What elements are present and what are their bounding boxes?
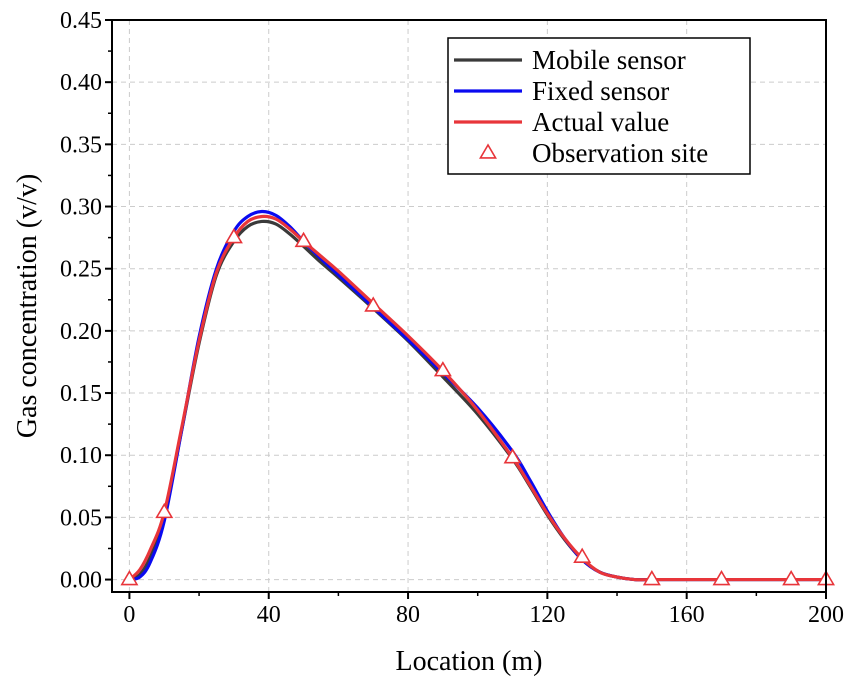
plot-frame [111,19,827,593]
observation-site-marker [503,448,522,464]
y-axis-title: Gas concentration (v/v) [12,174,43,438]
y-tick-label: 0.15 [60,381,102,407]
x-axis-title: Location (m) [396,646,543,677]
y-tick-label: 0.30 [60,195,102,221]
y-tick-label: 0.20 [60,319,102,345]
observation-site-marker [224,228,243,244]
axis-ticks: 0 40 80 120 160 200 0.00 0.05 0.10 0.15 0.20 0.25 0.… [60,8,844,628]
mobile-sensor-line [128,219,826,582]
y-tick-label: 0.10 [60,443,102,469]
x-tick-label: 0 [123,602,135,628]
fixed-sensor-line [129,209,826,582]
y-tick-label: 0.00 [60,568,102,594]
legend-label-observation-site: Observation site [532,138,708,168]
y-tick-label: 0.45 [60,8,102,34]
x-tick-label: 160 [669,602,705,628]
x-tick-label: 200 [808,602,844,628]
observation-site-marker [294,231,313,248]
observation-site-marker [642,569,661,586]
legend-label-mobile-sensor: Mobile sensor [532,45,686,75]
legend-label-fixed-sensor: Fixed sensor [532,76,669,106]
observation-site-marker [120,569,139,586]
y-tick-label: 0.35 [60,132,102,158]
y-tick-label: 0.40 [60,70,102,96]
legend-label-actual-value: Actual value [532,107,669,137]
observation-site-marker [573,547,592,563]
y-tick-label: 0.05 [60,505,102,531]
observation-site-marker [712,569,731,586]
x-tick-label: 120 [529,602,565,628]
observation-site-marker [155,502,174,519]
x-tick-label: 40 [257,602,281,628]
x-tick-label: 80 [396,602,420,628]
actual-value-line [128,214,826,582]
observation-site-marker [782,569,801,586]
observation-site-marker [364,296,383,312]
series-lines [128,209,826,582]
observation-markers [120,228,835,586]
y-tick-label: 0.25 [60,257,102,283]
observation-site-marker [433,361,452,377]
legend-swatch-observation-site [479,143,497,159]
